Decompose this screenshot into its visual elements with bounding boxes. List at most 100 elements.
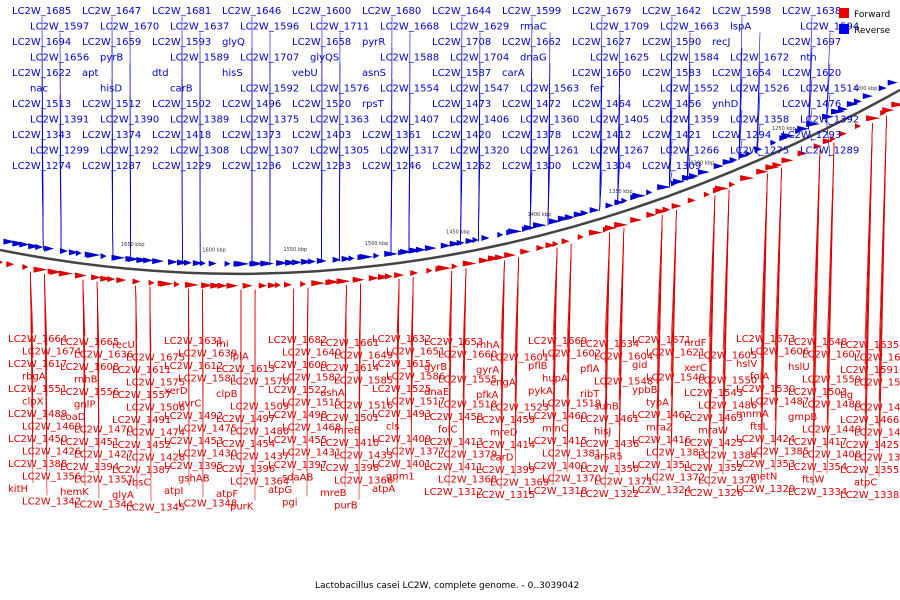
reverse-gene-label[interactable]: vebU	[292, 68, 318, 79]
forward-gene-label[interactable]: ushA	[320, 388, 345, 399]
reverse-gene-label[interactable]: LC2W_1300	[502, 161, 561, 172]
forward-gene-label[interactable]: pfkA	[476, 390, 499, 401]
reverse-gene-label[interactable]: LC2W_1363	[310, 115, 369, 126]
forward-gene-label[interactable]: ypbB	[632, 385, 658, 396]
reverse-gene-label[interactable]: LC2W_1292	[100, 146, 159, 157]
forward-gene-label[interactable]: recU	[112, 340, 135, 351]
forward-gene-label[interactable]: cls	[386, 422, 400, 433]
reverse-gene-label[interactable]: LC2W_1658	[292, 37, 351, 48]
forward-gene-label[interactable]: LC2W_1461	[580, 414, 639, 425]
forward-gene-label[interactable]: LC2W_1388	[8, 459, 67, 470]
reverse-gene-label[interactable]: LC2W_1711	[310, 22, 369, 33]
forward-gene-label[interactable]: gid	[632, 360, 647, 371]
forward-gene-label[interactable]: LC2W_1369	[490, 478, 549, 489]
forward-gene-label[interactable]: vbsC	[126, 478, 150, 489]
forward-gene-label[interactable]: hslV	[736, 359, 757, 370]
forward-gene-label[interactable]: LC2W_1342	[22, 497, 81, 508]
reverse-gene-label[interactable]: LC2W_1656	[30, 53, 89, 64]
forward-gene-label[interactable]: atpI	[164, 486, 183, 497]
reverse-gene-label[interactable]: LC2W_1287	[82, 161, 141, 172]
forward-gene-label[interactable]: LC2W_1414	[476, 440, 535, 451]
forward-gene-label[interactable]: gpm1	[386, 472, 415, 483]
reverse-gene-label[interactable]: LC2W_1583	[642, 68, 701, 79]
forward-gene-label[interactable]: LC2W_1664	[8, 334, 67, 345]
forward-gene-label[interactable]: LC2W_1606	[750, 347, 809, 358]
forward-gene-label[interactable]: clpB	[216, 389, 238, 400]
forward-gene-label[interactable]: LC2W_1548	[594, 377, 653, 388]
reverse-gene-label[interactable]: LC2W_1685	[12, 6, 71, 17]
forward-gene-label[interactable]: LC2W_1522	[268, 385, 327, 396]
forward-gene-label[interactable]: LC2W_1493	[372, 409, 431, 420]
forward-gene-label[interactable]: kitH	[8, 484, 28, 495]
reverse-gene-label[interactable]: LC2W_1594	[800, 22, 859, 33]
reverse-gene-label[interactable]: LC2W_1275	[730, 146, 789, 157]
reverse-gene-label[interactable]: LC2W_1600	[292, 6, 351, 17]
forward-gene-label[interactable]: LC2W_1450	[8, 434, 67, 445]
forward-gene-label[interactable]: LC2W_1376	[698, 476, 757, 487]
reverse-gene-label[interactable]: ynhD	[712, 99, 739, 110]
reverse-gene-label[interactable]: lspA	[730, 22, 751, 33]
forward-gene-label[interactable]: LC2W_1546	[854, 378, 900, 389]
reverse-gene-label[interactable]: LC2W_1597	[30, 22, 89, 33]
forward-gene-label[interactable]: carD	[490, 453, 514, 464]
forward-gene-label[interactable]: LC2W_1400	[528, 461, 587, 472]
forward-gene-label[interactable]: LC2W_1486	[698, 401, 757, 412]
reverse-gene-label[interactable]: LC2W_1294	[712, 130, 771, 141]
forward-gene-label[interactable]: LC2W_1315	[476, 490, 535, 501]
reverse-gene-label[interactable]: dnaG	[520, 53, 547, 64]
reverse-gene-label[interactable]: LC2W_1672	[730, 53, 789, 64]
forward-gene-label[interactable]: LC2W_1426	[22, 447, 81, 458]
forward-gene-label[interactable]: LC2W_1509	[230, 402, 289, 413]
forward-gene-label[interactable]: LC2W_1660	[438, 350, 497, 361]
reverse-gene-label[interactable]: apt	[82, 68, 98, 79]
forward-gene-label[interactable]: LC2W_1454	[216, 439, 275, 450]
forward-gene-label[interactable]: pgi	[282, 498, 297, 509]
reverse-gene-label[interactable]: LC2W_1596	[240, 22, 299, 33]
forward-gene-label[interactable]: LC2W_1661	[320, 338, 379, 349]
forward-gene-label[interactable]: LC2W_1433	[334, 451, 393, 462]
forward-gene-label[interactable]: xerC	[684, 363, 707, 374]
forward-gene-label[interactable]: LC2W_1613	[216, 364, 275, 375]
forward-gene-label[interactable]: LC2W_1648	[788, 337, 847, 348]
reverse-gene-label[interactable]: pyrR	[362, 37, 385, 48]
forward-gene-label[interactable]: LC2W_1649	[334, 351, 393, 362]
reverse-gene-label[interactable]: LC2W_1642	[642, 6, 701, 17]
forward-gene-label[interactable]: LC2W_1501	[320, 413, 379, 424]
forward-gene-label[interactable]: LC2W_1455	[268, 435, 327, 446]
forward-gene-label[interactable]: LC2W_1460	[528, 411, 587, 422]
forward-gene-label[interactable]: LC2W_1518	[438, 400, 497, 411]
forward-gene-label[interactable]: coaD	[60, 412, 86, 423]
forward-gene-label[interactable]: LC2W_1651	[386, 347, 445, 358]
forward-gene-label[interactable]: LC2W_1632	[372, 334, 431, 345]
reverse-gene-label[interactable]: LC2W_1360	[520, 115, 579, 126]
forward-gene-label[interactable]: nrdF	[684, 338, 707, 349]
forward-gene-label[interactable]: LC2W_1353	[736, 459, 795, 470]
forward-gene-label[interactable]: LC2W_1379	[438, 450, 497, 461]
forward-gene-label[interactable]: LC2W_1669	[528, 336, 587, 347]
forward-gene-label[interactable]: LC2W_1525	[372, 384, 431, 395]
forward-gene-label[interactable]: LC2W_1483	[854, 403, 900, 414]
forward-gene-label[interactable]: LC2W_1427	[74, 450, 133, 461]
forward-gene-label[interactable]: LC2W_1621	[646, 348, 705, 359]
forward-gene-label[interactable]: fni	[216, 339, 229, 350]
reverse-gene-label[interactable]: dtd	[152, 68, 169, 79]
reverse-gene-label[interactable]: LC2W_1620	[782, 68, 841, 79]
forward-gene-label[interactable]: ftsW	[802, 475, 824, 486]
forward-gene-label[interactable]: glyA	[112, 490, 134, 501]
reverse-gene-label[interactable]: LC2W_1418	[152, 130, 211, 141]
reverse-gene-label[interactable]: LC2W_1502	[152, 99, 211, 110]
reverse-gene-label[interactable]: LC2W_1420	[432, 130, 491, 141]
forward-gene-label[interactable]: atpA	[372, 484, 395, 495]
forward-gene-label[interactable]: LC2W_1469	[22, 422, 81, 433]
reverse-gene-label[interactable]: LC2W_1320	[450, 146, 509, 157]
forward-gene-label[interactable]: LC2W_1397	[268, 460, 327, 471]
reverse-gene-label[interactable]: LC2W_1304	[572, 161, 631, 172]
forward-gene-label[interactable]: LC2W_1470	[74, 425, 133, 436]
forward-gene-label[interactable]: LC2W_1357	[74, 475, 133, 486]
forward-gene-label[interactable]: LC2W_1604	[594, 352, 653, 363]
forward-gene-label[interactable]: LC2W_1442	[854, 428, 900, 439]
forward-gene-label[interactable]: LC2W_1475	[178, 424, 237, 435]
forward-gene-label[interactable]: LC2W_1492	[164, 411, 223, 422]
forward-gene-label[interactable]: arsR5	[594, 452, 623, 463]
reverse-gene-label[interactable]: LC2W_1589	[170, 53, 229, 64]
